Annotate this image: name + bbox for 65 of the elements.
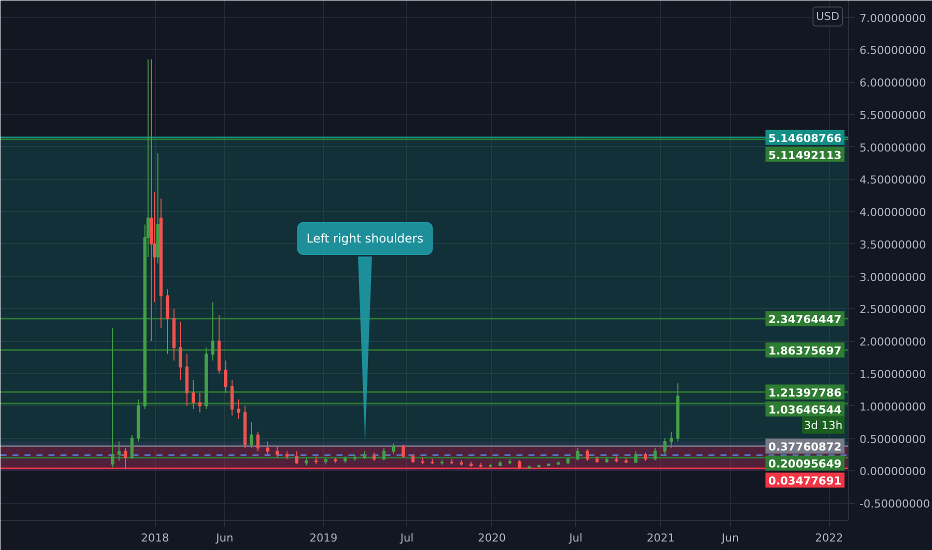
y-tick-label: 0.50000000 [860, 432, 926, 446]
candlestick [576, 447, 580, 461]
candlestick [117, 440, 121, 462]
candlestick [250, 422, 254, 448]
candlestick [198, 392, 202, 413]
x-tick-label: Jun [215, 532, 234, 544]
annotation: 3d 13h [804, 418, 843, 432]
ref-line-label: 0.03477691 [768, 474, 842, 488]
y-tick-label: 0.00000000 [860, 465, 926, 478]
candlestick [110, 328, 114, 468]
candlestick [276, 446, 279, 458]
x-tick-label: 2022 [815, 532, 844, 544]
candlestick [663, 438, 667, 455]
x-tick-label: Jul [399, 532, 414, 544]
candlestick [402, 444, 405, 458]
x-tick-label: 2018 [141, 532, 170, 544]
annotation: Left right shoulders [306, 231, 424, 246]
y-tick-label: -0.50000000 [860, 498, 930, 511]
x-tick-label: 2020 [478, 532, 506, 544]
y-tick-label: 3.50000000 [860, 238, 926, 252]
x-tick-label: Jun [720, 532, 740, 544]
ref-line-label: 1.86375697 [768, 344, 842, 358]
y-tick-label: 2.50000000 [860, 303, 926, 316]
x-tick-label: Jul [568, 532, 582, 544]
y-tick-label: 6.50000000 [860, 44, 926, 58]
y-tick-label: 5.00000000 [860, 141, 926, 154]
candlestick [654, 447, 657, 461]
y-tick-label: 6.00000000 [860, 76, 926, 90]
candlestick [124, 447, 128, 470]
candlestick [211, 302, 214, 362]
ref-line-label: 1.21397786 [768, 386, 842, 400]
y-tick-label: 3.00000000 [860, 270, 926, 284]
candlestick [518, 460, 522, 470]
candlestick [256, 431, 260, 452]
y-tick-label: 1.50000000 [860, 368, 926, 381]
candlestick [586, 448, 589, 462]
candlestick [382, 447, 386, 461]
x-tick-label: 2021 [646, 532, 675, 544]
y-axis-title: USD [816, 10, 840, 23]
candlestick [236, 398, 240, 420]
candlestick [178, 321, 182, 380]
x-tick-label: 2019 [309, 532, 338, 544]
candlestick [150, 58, 153, 342]
ref-line-label: 2.34764447 [768, 313, 842, 326]
y-tick-label: 2.00000000 [860, 336, 926, 349]
y-tick-label: 1.00000000 [860, 400, 926, 414]
candlestick [266, 440, 270, 455]
ref-line-label: 5.11492113 [768, 148, 842, 162]
y-tick-label: 7.00000000 [860, 12, 926, 25]
candlestick [670, 431, 673, 448]
candlestick [230, 379, 234, 416]
candlestick [166, 288, 170, 355]
y-tick-label: 4.00000000 [860, 206, 926, 220]
candlestick [224, 360, 228, 394]
ref-line-label: 0.20095649 [768, 458, 842, 471]
y-tick-label: 4.50000000 [860, 174, 926, 187]
y-tick-label: 5.50000000 [860, 108, 926, 122]
ref-line-label: 1.03646544 [768, 404, 842, 417]
ref-line-label: 0.37760872 [768, 440, 842, 454]
candlestick [295, 450, 298, 465]
candlestick [392, 442, 396, 455]
candlestick [130, 434, 134, 460]
ref-line-label: 5.14608766 [768, 132, 842, 145]
candlestick [192, 379, 195, 410]
candlestick [634, 450, 638, 464]
